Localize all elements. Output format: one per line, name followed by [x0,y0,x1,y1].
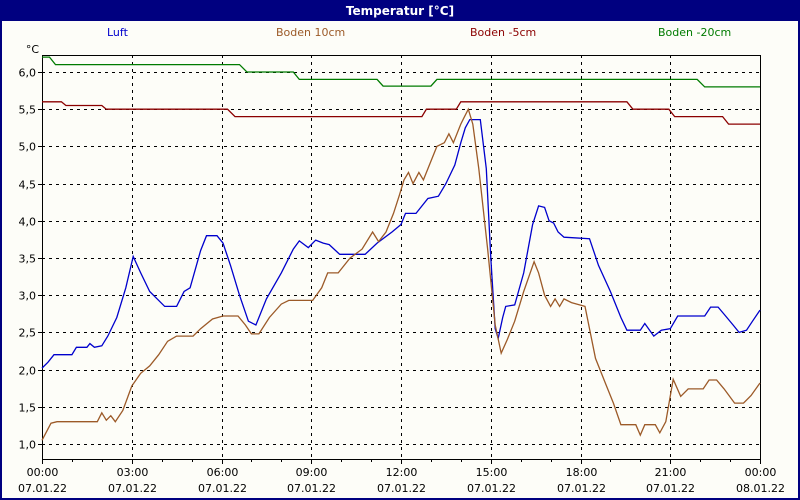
svg-text:00:00: 00:00 [27,466,59,479]
series-boden--5cm [42,101,760,125]
svg-text:21:00: 21:00 [655,466,687,479]
svg-text:07.01.22: 07.01.22 [377,482,426,495]
svg-text:12:00: 12:00 [386,466,418,479]
svg-text:3,5: 3,5 [19,253,37,266]
svg-text:07.01.22: 07.01.22 [467,482,516,495]
svg-text:2,0: 2,0 [19,365,37,378]
y-axis-unit-label: °C [25,43,39,56]
svg-text:09:00: 09:00 [296,466,328,479]
svg-text:07.01.22: 07.01.22 [287,482,336,495]
svg-text:4,5: 4,5 [19,179,37,192]
svg-text:07.01.22: 07.01.22 [646,482,695,495]
svg-text:2,5: 2,5 [19,327,37,340]
legend-item-luft: Luft [107,26,128,39]
legend-item-boden-minus5cm: Boden -5cm [470,26,537,39]
svg-text:5,0: 5,0 [19,141,37,154]
series-boden--20cm [42,56,760,88]
svg-text:1,0: 1,0 [19,439,37,452]
svg-text:15:00: 15:00 [476,466,508,479]
svg-text:1,5: 1,5 [19,402,37,415]
svg-text:5,5: 5,5 [19,104,37,117]
legend-item-boden-minus20cm: Boden -20cm [658,26,732,39]
svg-text:00:00: 00:00 [745,466,777,479]
svg-text:18:00: 18:00 [566,466,598,479]
page-title: Temperatur [°C] [345,4,455,18]
svg-text:3,0: 3,0 [19,290,37,303]
svg-text:08.01.22: 08.01.22 [736,482,785,495]
svg-text:07.01.22: 07.01.22 [18,482,67,495]
series-boden-10cm [41,107,761,441]
svg-text:07.01.22: 07.01.22 [108,482,157,495]
svg-text:07.01.22: 07.01.22 [198,482,247,495]
svg-text:07.01.22: 07.01.22 [557,482,606,495]
svg-text:6,0: 6,0 [19,67,37,80]
svg-text:06:00: 06:00 [207,466,239,479]
legend-item-boden-10cm: Boden 10cm [276,26,346,39]
svg-text:03:00: 03:00 [117,466,149,479]
chart-legend: Luft Boden 10cm Boden -5cm Boden -20cm [2,26,798,42]
series-luft [41,118,761,369]
title-bar: Temperatur [°C] [2,2,798,21]
svg-text:4,0: 4,0 [19,216,37,229]
